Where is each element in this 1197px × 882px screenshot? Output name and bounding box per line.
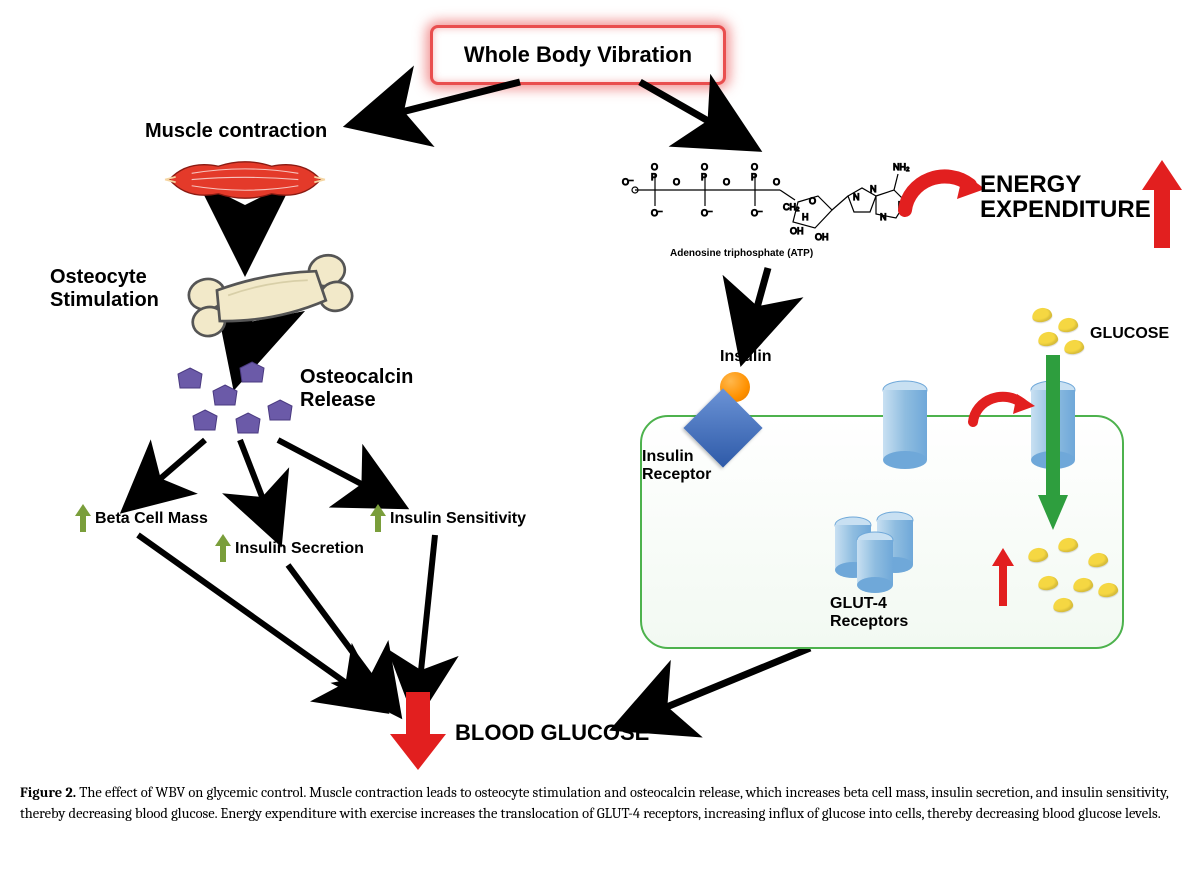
figure-caption: Figure 2. The effect of WBV on glycemic … — [20, 782, 1177, 824]
figure-label: Figure 2. — [20, 784, 76, 801]
insulin-sensitivity-label: Insulin Sensitivity — [390, 510, 526, 528]
svg-text:O: O — [701, 162, 708, 172]
energy-up-arrow-icon — [1142, 160, 1182, 248]
diagram-canvas: Whole Body Vibration — [20, 20, 1177, 770]
svg-text:N: N — [880, 212, 887, 222]
svg-text:O: O — [673, 177, 680, 187]
svg-text:N: N — [853, 192, 860, 202]
svg-text:OH: OH — [815, 232, 829, 242]
blood-glucose-label: BLOOD GLUCOSE — [455, 720, 649, 746]
curve-arrow-energy — [895, 155, 985, 235]
glut4-membrane-icon — [880, 380, 930, 472]
osteocalcin-label: Osteocalcin Release — [300, 366, 413, 412]
glucose-influx-arrow-icon — [1038, 355, 1068, 530]
glucose-label: GLUCOSE — [1090, 325, 1169, 343]
atp-icon: O⁻ P O O⁻ O P O O⁻ O P O O⁻ O CH₂ O OH O… — [610, 130, 910, 260]
atp-label: Adenosine triphosphate (ATP) — [670, 248, 813, 259]
green-up-icon-3 — [370, 504, 386, 532]
svg-text:O: O — [651, 162, 658, 172]
svg-text:O⁻: O⁻ — [651, 208, 663, 218]
svg-text:O: O — [723, 177, 730, 187]
svg-text:P: P — [651, 172, 657, 182]
curve-arrow-translocate — [965, 380, 1035, 440]
blood-glucose-down-arrow-icon — [390, 692, 446, 770]
green-up-icon-2 — [215, 534, 231, 562]
svg-text:O: O — [751, 162, 758, 172]
beta-cell-label: Beta Cell Mass — [95, 510, 208, 528]
glut4-cluster-icon — [825, 505, 935, 595]
svg-text:H: H — [802, 212, 809, 222]
svg-text:O⁻: O⁻ — [751, 208, 763, 218]
svg-text:O: O — [809, 196, 816, 206]
glut4-label: GLUT-4 Receptors — [830, 595, 908, 630]
insulin-label: Insulin — [720, 348, 772, 366]
svg-text:O⁻: O⁻ — [622, 177, 634, 187]
caption-text: The effect of WBV on glycemic control. M… — [20, 784, 1168, 822]
svg-text:P: P — [701, 172, 707, 182]
glucose-increase-arrow-icon — [992, 548, 1014, 606]
insulin-receptor-label: Insulin Receptor — [642, 448, 711, 483]
svg-text:P: P — [751, 172, 757, 182]
svg-text:O⁻: O⁻ — [701, 208, 713, 218]
green-up-icon-1 — [75, 504, 91, 532]
svg-text:OH: OH — [790, 226, 804, 236]
insulin-secretion-label: Insulin Secretion — [235, 540, 364, 558]
svg-text:N: N — [870, 184, 877, 194]
svg-text:O: O — [773, 177, 780, 187]
energy-label: ENERGY EXPENDITURE — [980, 172, 1151, 222]
